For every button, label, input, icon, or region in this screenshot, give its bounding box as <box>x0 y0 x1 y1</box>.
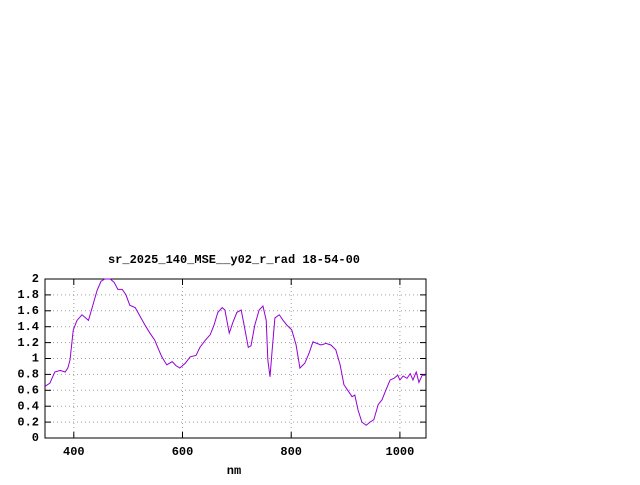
y-tick-label: 0.2 <box>17 415 39 429</box>
x-tick-label: 1000 <box>386 445 415 459</box>
x-axis-label: nm <box>227 464 241 478</box>
plot-border <box>44 278 427 439</box>
y-tick-label: 2 <box>32 272 39 286</box>
chart-title: sr_2025_140_MSE__y02_r_rad 18-54-00 <box>108 253 360 267</box>
y-tick-label: 0 <box>32 431 39 445</box>
y-tick-label: 1.6 <box>17 304 39 318</box>
x-tick-label: 400 <box>63 445 85 459</box>
y-tick-label: 0.4 <box>17 399 39 413</box>
x-tick-label: 600 <box>172 445 194 459</box>
y-tick-label: 1.4 <box>17 320 39 334</box>
y-tick-label: 1 <box>32 352 39 366</box>
x-tick-label: 800 <box>280 445 302 459</box>
y-tick-label: 0.8 <box>17 368 39 382</box>
y-tick-label: 0.6 <box>17 383 39 397</box>
y-tick-label: 1.8 <box>17 288 39 302</box>
y-tick-label: 1.2 <box>17 336 39 350</box>
data-line <box>44 278 426 426</box>
